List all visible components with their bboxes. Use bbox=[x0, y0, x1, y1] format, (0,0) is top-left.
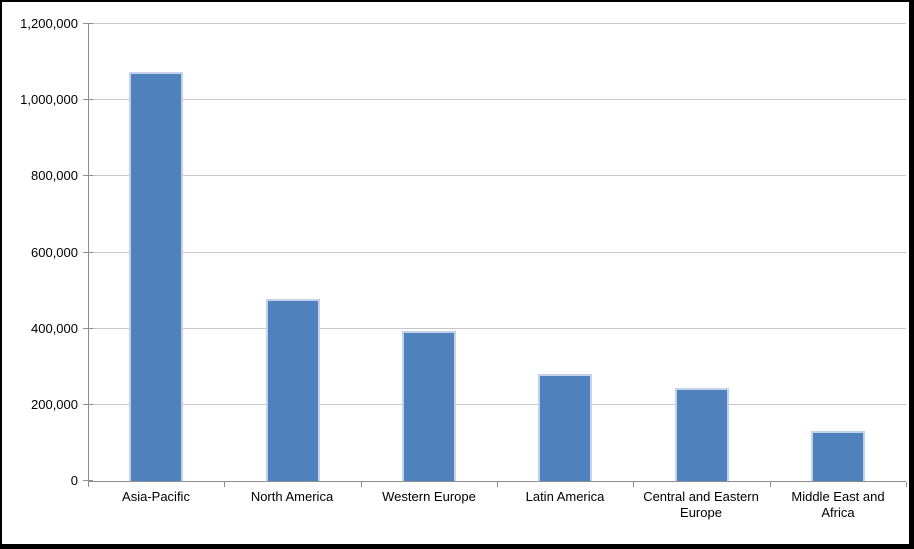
y-axis-line bbox=[88, 24, 89, 481]
gridline bbox=[88, 175, 906, 177]
x-tick-mark bbox=[633, 482, 634, 487]
bar-central-and-eastern-europe bbox=[675, 388, 729, 481]
y-axis-tick-label: 600,000 bbox=[31, 244, 78, 260]
x-tick-mark bbox=[88, 482, 89, 487]
y-tick-mark bbox=[83, 23, 93, 24]
x-axis-line bbox=[88, 481, 906, 482]
x-category-label-text: Western Europe bbox=[382, 489, 476, 504]
bar-north-america bbox=[266, 299, 320, 481]
bar-western-europe bbox=[402, 331, 456, 481]
gridline bbox=[88, 99, 906, 101]
x-category-label: Middle East and Africa bbox=[770, 489, 906, 521]
x-category-label-text: Asia-Pacific bbox=[122, 489, 190, 504]
y-axis-tick-label: 800,000 bbox=[31, 168, 78, 184]
y-tick-mark bbox=[83, 327, 93, 329]
gridline bbox=[88, 327, 906, 329]
x-category-label-text: North America bbox=[250, 489, 334, 504]
x-tick-mark bbox=[497, 482, 498, 487]
y-tick-mark bbox=[83, 99, 93, 101]
y-axis-tick-label: 400,000 bbox=[31, 320, 78, 336]
bar-asia-pacific bbox=[129, 72, 183, 481]
gridline bbox=[88, 251, 906, 253]
x-category-label: Asia-Pacific bbox=[88, 489, 224, 505]
x-category-label: Latin America bbox=[497, 489, 633, 505]
y-axis-tick-label: 1,000,000 bbox=[20, 92, 78, 108]
bar-latin-america bbox=[538, 374, 592, 481]
y-axis-tick-label: 1,200,000 bbox=[20, 16, 78, 31]
y-tick-mark bbox=[83, 403, 93, 405]
plot-area bbox=[88, 23, 906, 481]
bar-middle-east-and-africa bbox=[811, 431, 865, 481]
x-category-label: North America bbox=[224, 489, 360, 505]
gridline bbox=[88, 23, 906, 24]
y-tick-mark bbox=[83, 480, 93, 481]
x-tick-mark bbox=[224, 482, 225, 487]
x-category-label-text: Central and Eastern Europe bbox=[643, 489, 759, 520]
x-tick-mark bbox=[906, 482, 907, 487]
y-tick-mark bbox=[83, 251, 93, 253]
gridline bbox=[88, 403, 906, 405]
x-category-label-text: Latin America bbox=[525, 489, 605, 504]
y-axis-tick-label: 200,000 bbox=[31, 396, 78, 412]
x-tick-mark bbox=[770, 482, 771, 487]
chart-inner: 0 200,000 400,000 600,000 800,000 1,000,000 1,… bbox=[2, 2, 909, 544]
x-category-label-text: Middle East and Africa bbox=[791, 489, 885, 520]
x-category-label: Central and Eastern Europe bbox=[633, 489, 769, 521]
y-axis-tick-label: 0 bbox=[70, 473, 78, 488]
x-tick-mark bbox=[361, 482, 362, 487]
x-category-label: Western Europe bbox=[361, 489, 497, 505]
y-tick-mark bbox=[83, 175, 93, 177]
